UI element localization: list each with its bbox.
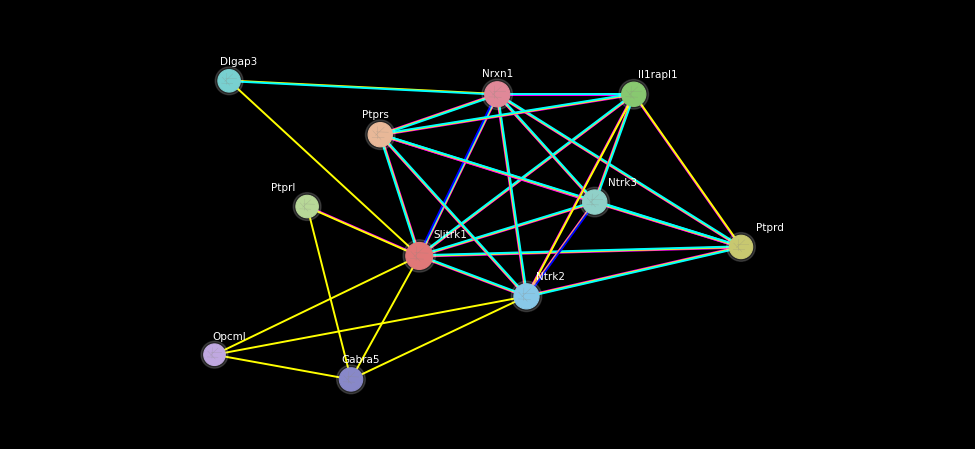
Circle shape <box>369 123 392 147</box>
Circle shape <box>217 70 241 92</box>
Circle shape <box>293 193 321 220</box>
Text: Dlgap3: Dlgap3 <box>220 57 257 67</box>
Circle shape <box>485 82 510 107</box>
Circle shape <box>406 242 433 269</box>
Circle shape <box>514 284 539 309</box>
Text: Gabra5: Gabra5 <box>341 356 380 365</box>
Circle shape <box>201 341 228 368</box>
Text: Ptprd: Ptprd <box>757 223 784 233</box>
Circle shape <box>619 79 648 109</box>
Circle shape <box>339 368 363 391</box>
Text: Slitrk1: Slitrk1 <box>434 230 467 240</box>
Text: Ptprs: Ptprs <box>362 110 389 120</box>
Circle shape <box>366 120 395 150</box>
Circle shape <box>204 344 225 365</box>
Circle shape <box>482 79 513 110</box>
Text: Ntrk2: Ntrk2 <box>536 272 565 282</box>
Text: Opcml: Opcml <box>213 332 246 342</box>
Text: Nrxn1: Nrxn1 <box>482 70 513 79</box>
Circle shape <box>215 67 243 95</box>
Text: Ptprl: Ptprl <box>271 183 294 193</box>
Circle shape <box>729 235 753 259</box>
Circle shape <box>295 195 319 218</box>
Circle shape <box>622 82 645 106</box>
Text: Ntrk3: Ntrk3 <box>607 178 637 188</box>
Circle shape <box>580 187 609 217</box>
Circle shape <box>726 233 756 261</box>
Circle shape <box>403 240 436 272</box>
Circle shape <box>583 190 606 214</box>
Circle shape <box>336 365 366 394</box>
Circle shape <box>511 281 542 312</box>
Text: Il1rapl1: Il1rapl1 <box>639 70 678 80</box>
